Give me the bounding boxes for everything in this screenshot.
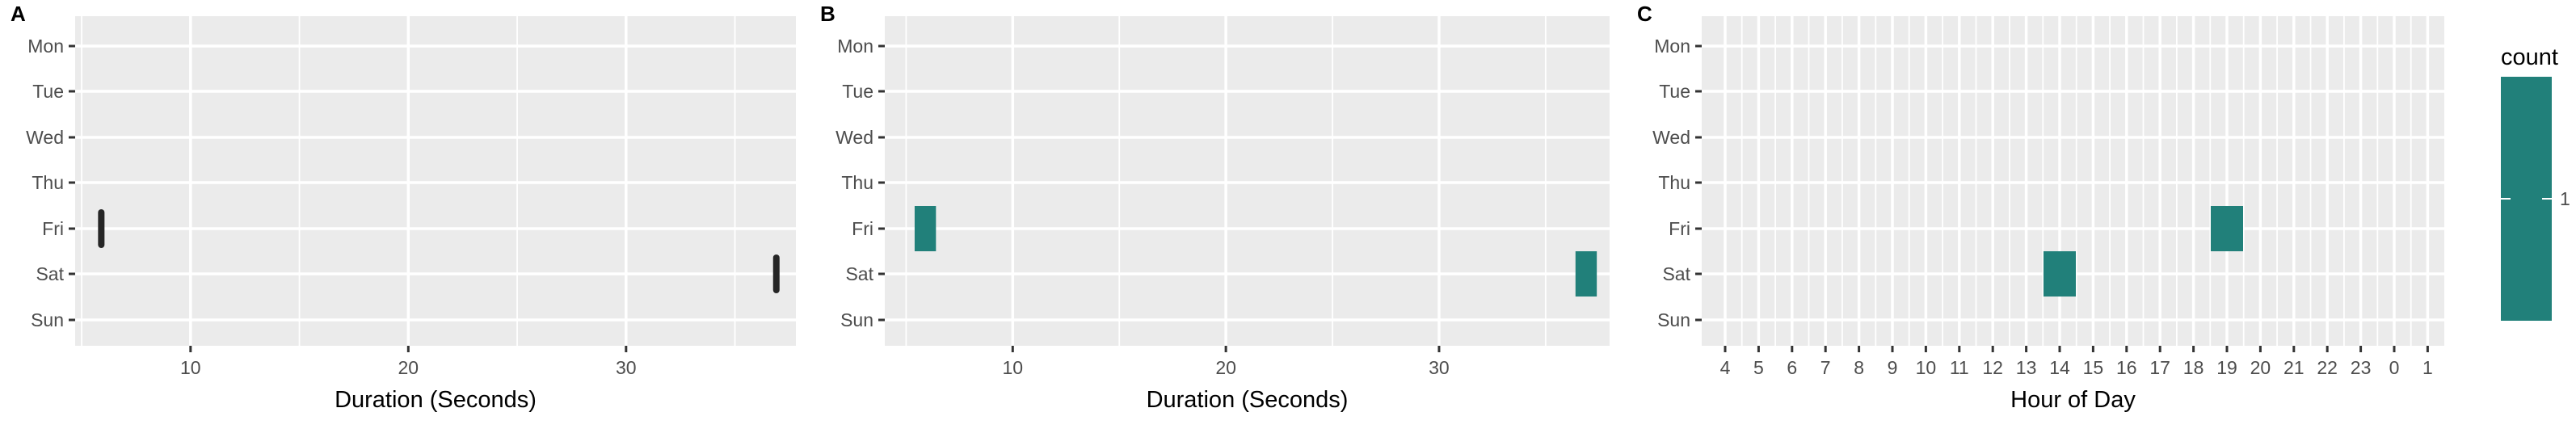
y-tick-label-thu: Thu bbox=[1658, 172, 1690, 193]
x-tick-label-30: 30 bbox=[616, 357, 637, 378]
panel-background bbox=[885, 16, 1610, 346]
y-tick-label-sat: Sat bbox=[36, 263, 64, 284]
x-tick-label-22: 22 bbox=[2317, 357, 2338, 378]
x-tick-label-13: 13 bbox=[2016, 357, 2037, 378]
legend: count 1 bbox=[2501, 44, 2570, 321]
y-tick-label-fri: Fri bbox=[1669, 218, 1690, 239]
y-tick-label-wed: Wed bbox=[26, 127, 64, 148]
x-tick-label-10: 10 bbox=[1916, 357, 1937, 378]
x-tick-label-0: 0 bbox=[2389, 357, 2400, 378]
tile-sat bbox=[1575, 251, 1597, 297]
x-axis-title: Duration (Seconds) bbox=[335, 387, 537, 413]
legend-label-1: 1 bbox=[2560, 188, 2570, 209]
y-tick-label-sun: Sun bbox=[31, 309, 64, 330]
y-tick-label-fri: Fri bbox=[42, 218, 64, 239]
x-tick-label-8: 8 bbox=[1854, 357, 1864, 378]
tile-fri bbox=[914, 206, 937, 251]
x-tick-label-1: 1 bbox=[2422, 357, 2433, 378]
y-tick-label-wed: Wed bbox=[1652, 127, 1690, 148]
x-tick-label-11: 11 bbox=[1950, 357, 1969, 378]
x-tick-label-10: 10 bbox=[1002, 357, 1023, 378]
x-tick-label-18: 18 bbox=[2183, 357, 2204, 378]
panel-tag: A bbox=[11, 2, 26, 26]
y-tick-label-thu: Thu bbox=[32, 172, 64, 193]
panel-background bbox=[75, 16, 796, 346]
y-tick-label-tue: Tue bbox=[32, 81, 64, 102]
x-tick-label-14: 14 bbox=[2049, 357, 2070, 378]
cell-fri-19 bbox=[2211, 206, 2243, 251]
panel-a: Mon Tue Wed Thu Fri Sat Sun 10 20 30 Duration (Sec… bbox=[11, 2, 796, 413]
x-tick-label-17: 17 bbox=[2149, 357, 2170, 378]
y-tick-label-thu: Thu bbox=[841, 172, 873, 193]
x-tick-label-7: 7 bbox=[1820, 357, 1831, 378]
y-tick-label-mon: Mon bbox=[27, 36, 64, 57]
y-tick-label-tue: Tue bbox=[1659, 81, 1690, 102]
x-tick-label-6: 6 bbox=[1787, 357, 1797, 378]
x-tick-label-20: 20 bbox=[1215, 357, 1236, 378]
y-tick-label-tue: Tue bbox=[842, 81, 873, 102]
panel-tag: B bbox=[820, 2, 836, 26]
x-tick-label-10: 10 bbox=[180, 357, 201, 378]
x-tick-label-15: 15 bbox=[2083, 357, 2104, 378]
x-tick-label-5: 5 bbox=[1753, 357, 1764, 378]
y-tick-label-fri: Fri bbox=[852, 218, 873, 239]
x-tick-label-9: 9 bbox=[1888, 357, 1898, 378]
x-tick-label-21: 21 bbox=[2283, 357, 2305, 378]
y-tick-label-sat: Sat bbox=[1662, 263, 1690, 284]
x-tick-label-12: 12 bbox=[1982, 357, 2003, 378]
x-tick-label-20: 20 bbox=[2250, 357, 2271, 378]
x-axis-title: Duration (Seconds) bbox=[1147, 387, 1349, 413]
x-tick-label-20: 20 bbox=[398, 357, 419, 378]
y-tick-label-wed: Wed bbox=[836, 127, 873, 148]
cell-sat-14 bbox=[2044, 251, 2076, 297]
panel-b: Mon Tue Wed Thu Fri Sat Sun 10 20 30 Duration (Sec… bbox=[820, 2, 1610, 413]
y-tick-label-sat: Sat bbox=[845, 263, 873, 284]
y-tick-label-sun: Sun bbox=[840, 309, 873, 330]
x-tick-label-4: 4 bbox=[1720, 357, 1731, 378]
panel-tag: C bbox=[1637, 2, 1652, 26]
y-tick-label-mon: Mon bbox=[1654, 36, 1690, 57]
legend-title: count bbox=[2501, 44, 2558, 70]
x-tick-label-16: 16 bbox=[2116, 357, 2137, 378]
x-tick-label-19: 19 bbox=[2216, 357, 2237, 378]
x-tick-label-23: 23 bbox=[2351, 357, 2372, 378]
y-tick-label-mon: Mon bbox=[837, 36, 873, 57]
x-axis-title: Hour of Day bbox=[2010, 387, 2136, 413]
x-tick-label-30: 30 bbox=[1429, 357, 1450, 378]
y-tick-label-sun: Sun bbox=[1657, 309, 1690, 330]
